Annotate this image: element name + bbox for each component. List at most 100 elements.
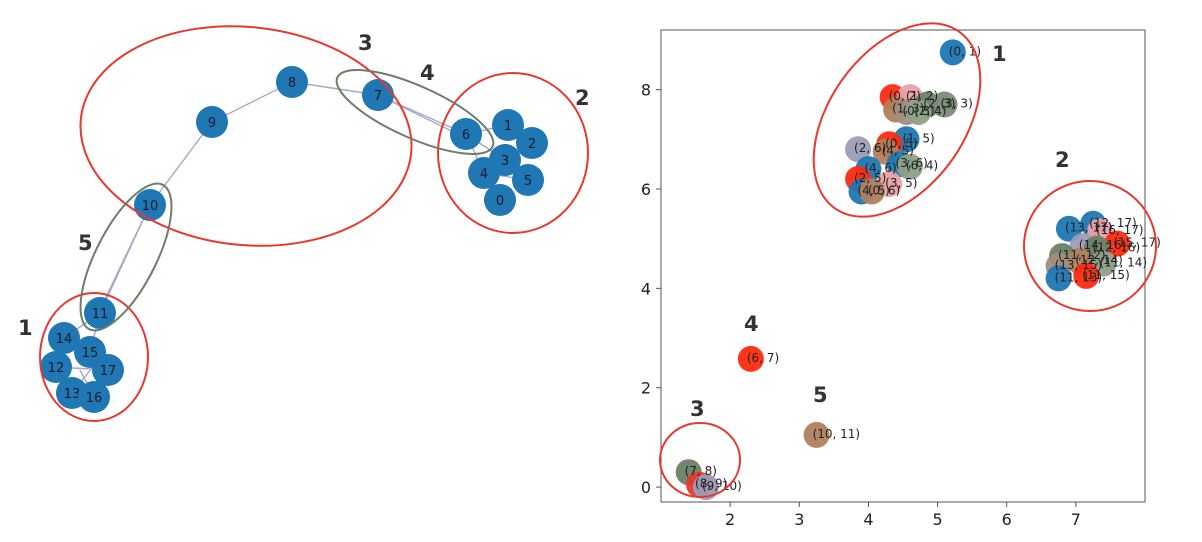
graph-region-label: 5 (78, 231, 93, 255)
graph-node-label: 17 (100, 364, 117, 379)
scatter-point-label: (4, 5) (858, 183, 890, 197)
graph-node-label: 11 (92, 307, 109, 322)
graph-region-labels: 1 2 3 4 5 (18, 31, 590, 340)
graph-node-label: 9 (208, 116, 216, 131)
scatter-point-label: (4, 5) (882, 144, 914, 158)
graph-node: 0 (484, 184, 516, 216)
graph-node: 16 (78, 381, 110, 413)
x-tick-label: 4 (863, 510, 873, 529)
graph-node-circle (450, 118, 482, 150)
scatter-region-label: 5 (813, 383, 828, 407)
scatter-panel: 2 3 4 5 6 7 0 2 4 6 8 (0, 1)(0, 2)(1, 2)(1, 3)(0,… (641, 22, 1161, 529)
y-tick-label: 8 (641, 81, 651, 100)
scatter-point-label: (11, 14) (1100, 256, 1148, 270)
graph-node: 8 (276, 66, 308, 98)
scatter-point-label: (13, 15) (1055, 258, 1103, 272)
graph-node-circle (516, 127, 548, 159)
graph-node-label: 4 (480, 167, 488, 182)
y-tick-label: 0 (641, 478, 651, 497)
scatter-point-label: (11, 15) (1082, 268, 1130, 282)
graph-node-circle (468, 157, 500, 189)
scatter-point (737, 345, 764, 372)
scatter-point-label: (7, 8) (685, 464, 717, 478)
graph-edge (149, 121, 213, 206)
scatter-region-label: 1 (992, 42, 1007, 66)
graph-node: 6 (450, 118, 482, 150)
scatter-point-label: (6, 7) (747, 351, 779, 365)
y-tick-label: 4 (641, 279, 651, 298)
scatter-point-label: (11, 13) (1055, 270, 1103, 284)
graph-node-circle (84, 297, 116, 329)
graph-region-5 (79, 182, 173, 332)
scatter-point (896, 153, 923, 180)
scatter-point-label: (1, 2) (906, 89, 938, 103)
graph-node: 7 (362, 79, 394, 111)
scatter-point-label: (0, 6) (868, 183, 900, 197)
scatter-point-label: (2, 6) (854, 141, 886, 155)
graph-region-2 (437, 72, 589, 234)
scatter-point-label: (10, 11) (813, 427, 861, 441)
scatter-point-label: (1, 5) (902, 131, 934, 145)
scatter-region-label: 4 (744, 312, 759, 336)
scatter-point-label: (4, 6) (864, 161, 896, 175)
scatter-point-label: (11, 12) (1058, 248, 1106, 262)
scatter-point (692, 474, 719, 501)
graph-node: 10 (134, 189, 166, 221)
graph-node: 9 (196, 106, 228, 138)
graph-region-label: 4 (420, 61, 435, 85)
graph-node-label: 0 (496, 194, 504, 209)
scatter-point-label: (3, 6) (896, 156, 928, 170)
graph-node: 11 (84, 297, 116, 329)
scatter-point (1055, 215, 1082, 242)
scatter-point-label: (2, 3) (923, 97, 955, 111)
scatter-region-2 (1023, 180, 1157, 312)
graph-node-circle (276, 66, 308, 98)
scatter-point-label: (14, 16) (1079, 238, 1127, 252)
graph-node: 1 (492, 109, 524, 141)
scatter-point-label: (2, 4) (914, 104, 946, 118)
x-tick-label: 5 (932, 510, 942, 529)
x-tick-label: 2 (725, 510, 735, 529)
graph-node-circle (196, 106, 228, 138)
scatter-regions (659, 22, 1157, 498)
scatter-region-label: 2 (1055, 148, 1070, 172)
scatter-point (845, 136, 872, 163)
scatter-point-label: (13, 17) (1065, 221, 1113, 235)
graph-node-label: 6 (462, 128, 470, 143)
graph-node-circle (492, 109, 524, 141)
graph-region-4 (335, 69, 495, 155)
graph-region-label: 1 (18, 316, 33, 340)
scatter-point (803, 421, 830, 448)
graph-node: 17 (92, 354, 124, 386)
scatter-point-label: (0, 2) (889, 89, 921, 103)
scatter-region-labels: 1 2 3 4 5 (690, 42, 1070, 421)
graph-node-circle (40, 351, 72, 383)
scatter-point-label: (12, 16) (1093, 241, 1141, 255)
graph-node-circle (484, 184, 516, 216)
graph-node-label: 7 (374, 89, 382, 104)
scatter-point (1045, 265, 1072, 292)
scatter-region-label: 3 (690, 397, 705, 421)
graph-node-label: 16 (86, 391, 103, 406)
graph-node-label: 14 (56, 332, 73, 347)
graph-node: 2 (516, 127, 548, 159)
y-tick-label: 2 (641, 379, 651, 398)
scatter-point (1073, 262, 1100, 289)
graph-region-3 (79, 25, 413, 247)
scatter-point (1104, 230, 1131, 257)
scatter-point-label: (15, 17) (1113, 236, 1161, 250)
x-tick-label: 7 (1071, 510, 1081, 529)
graph-node-label: 3 (501, 154, 509, 169)
graph-node-circle (134, 189, 166, 221)
graph-node-label: 13 (64, 387, 81, 402)
scatter-point-label: (1, 3) (892, 101, 924, 115)
scatter-point (931, 91, 958, 118)
scatter-point-label: (2, 5) (854, 171, 886, 185)
graph-region-1 (39, 292, 149, 422)
scatter-point (939, 39, 966, 66)
graph-regions (39, 25, 589, 422)
graph-region-label: 3 (358, 31, 373, 55)
scatter-point-label: (16, 17) (1096, 223, 1144, 237)
y-axis: 0 2 4 6 8 (641, 81, 661, 497)
